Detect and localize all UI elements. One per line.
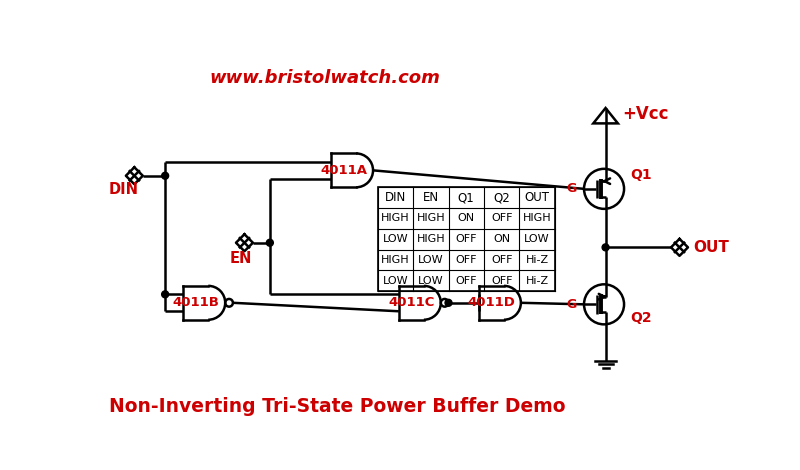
Text: 4011C: 4011C [388, 296, 434, 309]
Text: OFF: OFF [491, 276, 512, 286]
Text: OFF: OFF [491, 213, 512, 223]
Text: HIGH: HIGH [417, 213, 445, 223]
Text: G: G [566, 182, 576, 196]
Circle shape [445, 299, 452, 306]
Text: 4011A: 4011A [320, 164, 367, 177]
Text: LOW: LOW [382, 276, 408, 286]
Text: EN: EN [230, 251, 252, 266]
Text: LOW: LOW [418, 255, 444, 265]
Circle shape [162, 291, 169, 298]
Text: OFF: OFF [491, 255, 512, 265]
Text: 4011B: 4011B [172, 296, 219, 309]
Text: OFF: OFF [455, 276, 477, 286]
Text: HIGH: HIGH [522, 213, 551, 223]
Circle shape [266, 239, 274, 246]
Text: OUT: OUT [525, 191, 550, 204]
Text: Q2: Q2 [630, 311, 652, 325]
Text: OUT: OUT [694, 240, 730, 255]
Text: HIGH: HIGH [417, 234, 445, 244]
Text: +Vcc: +Vcc [622, 105, 669, 123]
Text: Non-Inverting Tri-State Power Buffer Demo: Non-Inverting Tri-State Power Buffer Dem… [109, 397, 565, 416]
Text: ON: ON [458, 213, 474, 223]
Text: OFF: OFF [455, 234, 477, 244]
Text: 4011D: 4011D [467, 296, 515, 309]
Text: Hi-Z: Hi-Z [526, 255, 549, 265]
Text: LOW: LOW [524, 234, 550, 244]
Circle shape [602, 244, 609, 251]
Circle shape [162, 172, 169, 179]
Text: EN: EN [422, 191, 439, 204]
Text: HIGH: HIGH [381, 213, 410, 223]
Text: Q1: Q1 [630, 168, 652, 182]
Text: Q1: Q1 [458, 191, 474, 204]
Text: Q2: Q2 [494, 191, 510, 204]
Text: OFF: OFF [455, 255, 477, 265]
Text: LOW: LOW [382, 234, 408, 244]
Text: Hi-Z: Hi-Z [526, 276, 549, 286]
Text: HIGH: HIGH [381, 255, 410, 265]
Text: LOW: LOW [418, 276, 444, 286]
Text: ON: ON [493, 234, 510, 244]
Text: DIN: DIN [385, 191, 406, 204]
Text: DIN: DIN [109, 182, 138, 197]
Text: www.bristolwatch.com: www.bristolwatch.com [210, 69, 441, 87]
Text: G: G [566, 298, 576, 311]
FancyBboxPatch shape [378, 188, 554, 291]
